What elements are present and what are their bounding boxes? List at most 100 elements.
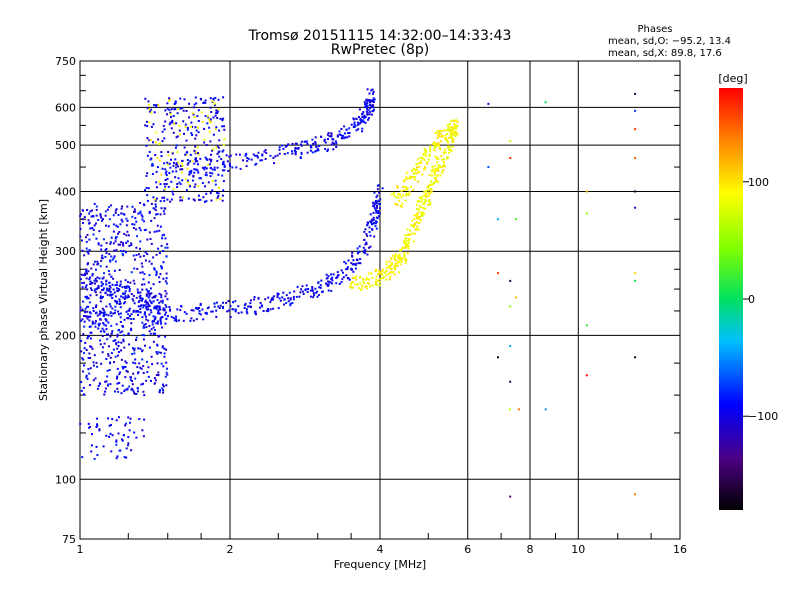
data-point [104,210,107,213]
data-point [412,224,415,226]
data-point [91,320,94,323]
data-point [88,319,91,322]
data-point [92,228,95,231]
data-point [364,121,367,124]
data-point [141,288,144,291]
data-point [357,250,360,253]
data-point [123,390,126,393]
data-point [188,173,191,176]
data-point [343,137,346,140]
data-point [101,327,104,330]
data-point [419,219,422,222]
data-point [351,276,354,279]
data-point [147,296,150,299]
data-point [123,298,126,300]
data-point [80,339,83,342]
data-point [214,183,217,186]
data-point [120,341,123,344]
data-point [152,141,154,144]
data-point [104,390,107,393]
data-point [144,301,147,303]
data-point [116,367,119,370]
data-point [448,146,451,149]
data-point [135,254,138,257]
data-point [221,150,224,153]
data-point [371,228,373,231]
data-point [300,144,303,147]
data-point [364,248,367,251]
data-point [99,300,102,303]
data-point [128,244,131,247]
data-point [178,129,181,132]
data-point [130,244,133,246]
data-point [162,389,165,392]
data-point [392,191,395,194]
data-point [441,130,444,132]
data-point [316,148,319,150]
data-point [144,189,146,192]
data-point [163,128,166,131]
data-point [365,98,368,101]
data-point [405,239,408,242]
data-point [146,172,149,175]
data-point [374,222,377,225]
data-point [154,317,157,320]
data-point [115,419,118,422]
data-point [271,296,274,299]
data-point [225,154,228,157]
data-point [82,393,85,396]
data-point [160,265,163,268]
data-point [300,140,303,143]
data-point [88,212,91,215]
data-point [169,113,172,116]
data-point [199,313,202,316]
data-point [147,187,150,190]
data-point [397,261,399,264]
data-point [79,213,82,216]
data-point [159,273,162,276]
data-point [135,228,138,231]
data-point [156,224,159,227]
chart-title: Tromsø 20151115 14:32:00–14:33:43 [248,28,512,44]
data-point [154,209,157,211]
data-point [341,278,344,281]
data-point [147,303,150,306]
data-point [103,272,105,275]
data-point [217,151,220,154]
data-point [215,146,218,149]
data-point [416,200,419,203]
data-point [221,119,224,122]
data-point [119,283,122,286]
data-point [132,309,135,312]
data-point [365,110,368,113]
data-point [115,342,118,345]
data-point [442,151,445,154]
data-point [246,157,249,159]
data-point [185,139,188,142]
data-point [195,151,198,154]
data-point [126,285,129,288]
data-point [96,314,99,317]
data-point [225,301,228,304]
data-point [292,295,295,298]
data-point [147,366,150,369]
data-point [86,310,89,313]
data-point [166,315,169,317]
data-point [217,108,220,111]
data-point [204,101,207,104]
data-point [128,385,131,388]
data-point [158,334,161,337]
data-point [134,362,137,365]
data-point [423,148,426,151]
data-point [442,158,445,160]
data-point [383,271,386,274]
data-point [222,149,225,152]
data-point [394,256,396,259]
data-point [128,309,131,312]
data-point [166,243,169,246]
data-point [316,295,319,298]
data-point [190,317,193,320]
data-point [142,435,145,438]
data-point [223,138,226,141]
data-point [186,179,189,182]
